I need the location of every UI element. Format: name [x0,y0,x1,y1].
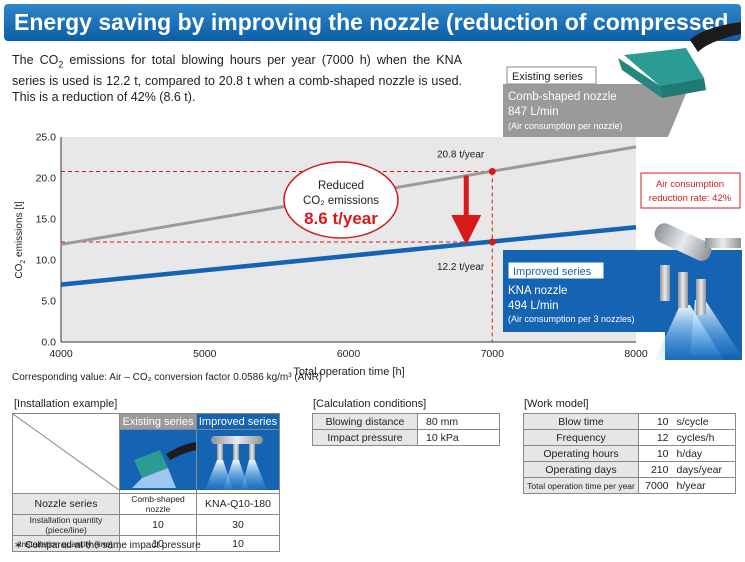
existing-image-cell [119,429,197,494]
comb-nozzle-image [618,22,741,98]
y-tick-labels: 0.0 5.0 10.0 15.0 20.0 25.0 [36,132,57,349]
work-value: 7000 [638,477,673,494]
intro-text: The CO2 emissions for total blowing hour… [12,52,462,105]
rate-line2: reduction rate: 42% [649,193,732,204]
intro-sub: 2 [58,59,64,70]
improved-name: KNA nozzle [508,285,567,297]
qty-line-improved: 10 [196,535,280,552]
diagonal-cell [12,413,120,494]
series-existing: Comb-shaped nozzle [119,493,197,515]
improved-note: (Air consumption per 3 nozzles) [508,314,635,324]
improved-series-box: Improved series KNA nozzle 494 L/min (Ai… [503,223,742,360]
qty-piece-existing: 10 [119,514,197,536]
existing-flow: 847 L/min [508,106,559,118]
work-name: Total operation time per year [523,477,639,494]
series-line-improved [60,224,637,287]
calc-label: [Calculation conditions] [313,398,427,410]
x-tick-label: 5000 [193,348,217,360]
table-row: Blow time 10 s/cycle [523,413,736,430]
reduced-line1: Reduced [318,180,364,192]
row-qty-line: Installation quantity (line) [12,535,120,552]
x-tick-labels: 4000 5000 6000 7000 8000 [49,348,648,360]
x-tick-label: 4000 [49,348,73,360]
work-name: Frequency [523,429,639,446]
reduced-line2: CO₂ emissions [303,195,379,207]
x-tick-label: 8000 [624,348,648,360]
improved-image-cell [196,429,280,494]
y-axis-label: CO2 emissions [t] [14,201,27,278]
calc-table: Blowing distance 80 mm Impact pressure 1… [312,413,500,446]
row-nozzle-series: Nozzle series [12,493,120,515]
work-unit: cycles/h [672,429,736,446]
point-improved-7000 [488,238,496,246]
y-tick-label: 10.0 [36,255,57,267]
reduced-emissions-callout: Reduced CO₂ emissions 8.6 t/year [283,161,399,239]
rate-line1: Air consumption [656,179,724,190]
series-improved: KNA-Q10-180 [196,493,280,515]
y-tick-label: 5.0 [41,296,56,308]
installation-label: [Installation example] [14,398,118,410]
col-existing-series: Existing series [119,413,197,430]
row-qty-piece: Installation quantity (piece/line) [12,514,120,536]
work-name: Blow time [523,413,639,430]
diagonal-line [12,413,120,491]
x-tick-label: 6000 [337,348,361,360]
installation-table: Existing series Improved series [12,413,280,552]
footnote: ∗ Compared at the same impact pressure [14,540,201,551]
work-unit: days/year [672,461,736,478]
conversion-note: Corresponding value: Air – CO₂ conversio… [12,372,323,383]
page-title: Energy saving by improving the nozzle (r… [4,4,741,72]
existing-name: Comb-shaped nozzle [508,91,617,103]
reduced-value: 8.6 t/year [304,209,378,228]
y-tick-label: 15.0 [36,214,57,226]
calc-value: 10 kPa [417,429,500,446]
table-row: Total operation time per year 7000 h/yea… [523,477,736,494]
qty-line-existing: 10 [119,535,197,552]
table-row: Operating hours 10 h/day [523,445,736,462]
work-unit: h/year [672,477,736,494]
improved-point-label: 12.2 t/year [437,262,485,273]
intro-rest: emissions for total blowing hours per ye… [12,53,462,104]
col-improved-series: Improved series [196,413,280,430]
calc-value: 80 mm [417,413,500,430]
work-unit: h/day [672,445,736,462]
existing-note: (Air consumption per nozzle) [508,121,623,131]
comb-nozzle-thumb [120,430,196,490]
x-tick-label: 7000 [481,348,505,360]
existing-tag: Existing series [512,71,583,83]
y-tick-label: 20.0 [36,173,57,185]
reference-lines [61,170,493,342]
improved-flow: 494 L/min [508,300,559,312]
improved-tag: Improved series [513,266,592,278]
calc-name: Blowing distance [312,413,418,430]
y-tick-label: 25.0 [36,132,57,144]
existing-series-box: Existing series Comb-shaped nozzle 847 L… [503,22,741,137]
work-value: 10 [638,413,673,430]
work-label: [Work model] [524,398,589,410]
calc-name: Impact pressure [312,429,418,446]
table-row: Operating days 210 days/year [523,461,736,478]
kna-nozzle-thumb [197,430,279,490]
work-unit: s/cycle [672,413,736,430]
work-name: Operating hours [523,445,639,462]
table-row: Blowing distance 80 mm [312,413,500,430]
work-table: Blow time 10 s/cycle Frequency 12 cycles… [523,413,736,494]
intro-prefix: The CO [12,53,59,67]
qty-piece-improved: 30 [196,514,280,536]
kna-nozzle-image [654,223,742,360]
work-value: 210 [638,461,673,478]
point-existing-7000 [488,167,496,175]
y-tick-label: 0.0 [41,337,56,349]
table-row: Frequency 12 cycles/h [523,429,736,446]
table-row: Impact pressure 10 kPa [312,429,500,446]
work-value: 10 [638,445,673,462]
x-axis-label: Total operation time [h] [293,366,404,378]
work-name: Operating days [523,461,639,478]
reduction-rate-box: Air consumption reduction rate: 42% [640,172,741,209]
work-value: 12 [638,429,673,446]
existing-point-label: 20.8 t/year [437,149,485,160]
